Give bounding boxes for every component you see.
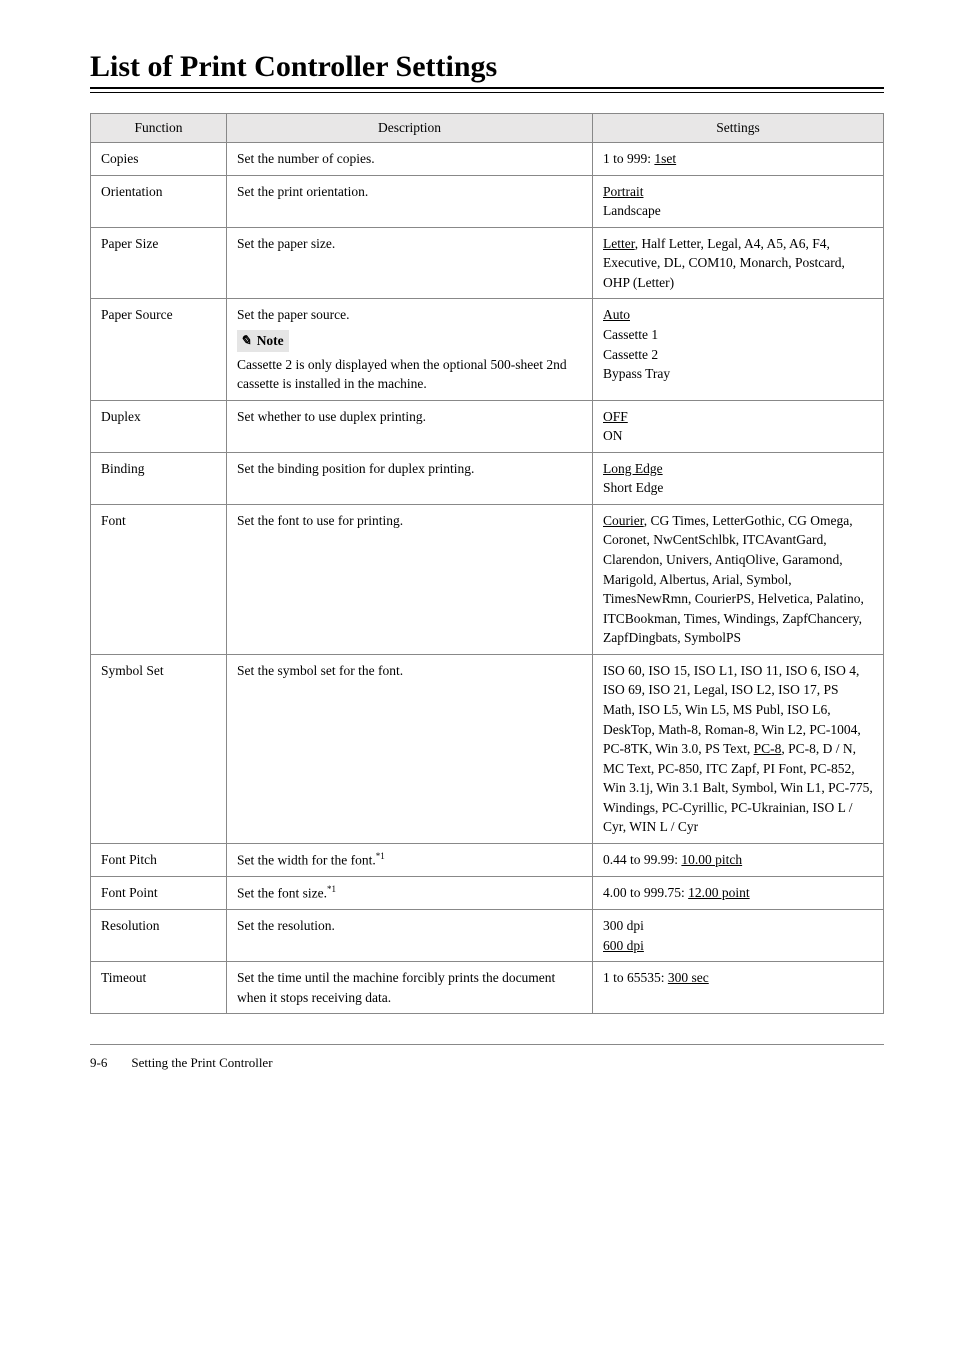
settings-cell: 0.44 to 99.99: 10.00 pitch bbox=[593, 843, 884, 876]
settings-cell: Letter, Half Letter, Legal, A4, A5, A6, … bbox=[593, 227, 884, 299]
note-icon: ✎ bbox=[240, 333, 251, 348]
function-cell: Paper Source bbox=[91, 299, 227, 400]
description-cell: Set the width for the font.*1 bbox=[227, 843, 593, 876]
description-cell: Set the font size.*1 bbox=[227, 876, 593, 909]
description-cell: Set whether to use duplex printing. bbox=[227, 400, 593, 452]
title-rule bbox=[90, 87, 884, 93]
table-row: Font Set the font to use for printing. C… bbox=[91, 504, 884, 654]
function-cell: Duplex bbox=[91, 400, 227, 452]
function-cell: Font bbox=[91, 504, 227, 654]
description-cell: Set the resolution. bbox=[227, 910, 593, 962]
note-box: ✎ Note bbox=[237, 330, 289, 352]
function-cell: Orientation bbox=[91, 175, 227, 227]
function-cell: Copies bbox=[91, 143, 227, 176]
page-number: 9-6 bbox=[90, 1055, 107, 1071]
table-row: Symbol Set Set the symbol set for the fo… bbox=[91, 654, 884, 843]
settings-cell: AutoCassette 1Cassette 2Bypass Tray bbox=[593, 299, 884, 400]
settings-cell: Courier, CG Times, LetterGothic, CG Omeg… bbox=[593, 504, 884, 654]
settings-cell: PortraitLandscape bbox=[593, 175, 884, 227]
table-row: Paper Source Set the paper source. ✎ Not… bbox=[91, 299, 884, 400]
section-title: Setting the Print Controller bbox=[131, 1055, 272, 1071]
description-cell: Set the font to use for printing. bbox=[227, 504, 593, 654]
table-row: Copies Set the number of copies. 1 to 99… bbox=[91, 143, 884, 176]
description-cell: Set the number of copies. bbox=[227, 143, 593, 176]
page-footer: 9-6 Setting the Print Controller bbox=[90, 1044, 884, 1071]
description-cell: Set the paper source. ✎ Note Cassette 2 … bbox=[227, 299, 593, 400]
column-header-settings: Settings bbox=[593, 114, 884, 143]
table-row: Resolution Set the resolution. 300 dpi60… bbox=[91, 910, 884, 962]
page-title: List of Print Controller Settings bbox=[90, 50, 884, 84]
function-cell: Paper Size bbox=[91, 227, 227, 299]
function-cell: Font Pitch bbox=[91, 843, 227, 876]
table-row: Duplex Set whether to use duplex printin… bbox=[91, 400, 884, 452]
table-row: Paper Size Set the paper size. Letter, H… bbox=[91, 227, 884, 299]
function-cell: Binding bbox=[91, 452, 227, 504]
column-header-function: Function bbox=[91, 114, 227, 143]
description-cell: Set the paper size. bbox=[227, 227, 593, 299]
table-row: Font Point Set the font size.*1 4.00 to … bbox=[91, 876, 884, 909]
settings-cell: 300 dpi600 dpi bbox=[593, 910, 884, 962]
description-cell: Set the symbol set for the font. bbox=[227, 654, 593, 843]
settings-cell: 4.00 to 999.75: 12.00 point bbox=[593, 876, 884, 909]
description-cell: Set the time until the machine forcibly … bbox=[227, 962, 593, 1014]
function-cell: Resolution bbox=[91, 910, 227, 962]
column-header-description: Description bbox=[227, 114, 593, 143]
settings-cell: ISO 60, ISO 15, ISO L1, ISO 11, ISO 6, I… bbox=[593, 654, 884, 843]
table-row: Font Pitch Set the width for the font.*1… bbox=[91, 843, 884, 876]
settings-table: Function Description Settings Copies Set… bbox=[90, 113, 884, 1014]
function-cell: Font Point bbox=[91, 876, 227, 909]
description-cell: Set the binding position for duplex prin… bbox=[227, 452, 593, 504]
function-cell: Timeout bbox=[91, 962, 227, 1014]
settings-cell: 1 to 65535: 300 sec bbox=[593, 962, 884, 1014]
settings-cell: OFFON bbox=[593, 400, 884, 452]
description-cell: Set the print orientation. bbox=[227, 175, 593, 227]
settings-cell: 1 to 999: 1set bbox=[593, 143, 884, 176]
table-row: Binding Set the binding position for dup… bbox=[91, 452, 884, 504]
settings-cell: Long EdgeShort Edge bbox=[593, 452, 884, 504]
table-row: Orientation Set the print orientation. P… bbox=[91, 175, 884, 227]
table-row: Timeout Set the time until the machine f… bbox=[91, 962, 884, 1014]
function-cell: Symbol Set bbox=[91, 654, 227, 843]
